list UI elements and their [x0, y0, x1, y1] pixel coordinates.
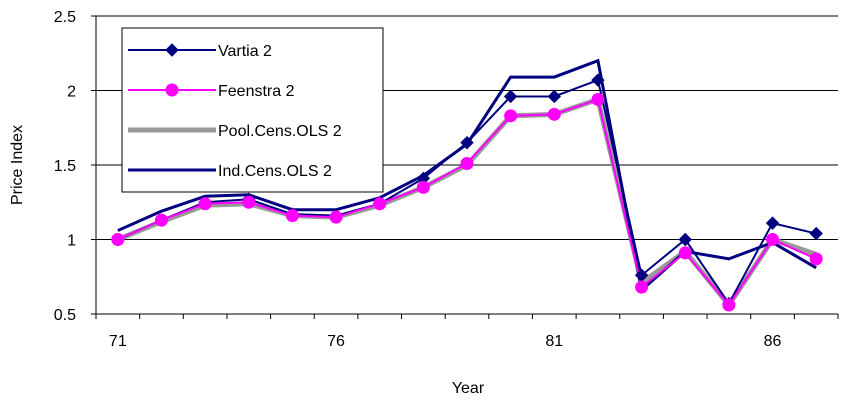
legend-label: Ind.Cens.OLS 2 — [218, 163, 332, 180]
data-point-circle — [678, 246, 692, 260]
x-tick-label: 71 — [109, 333, 127, 350]
x-axis-ticks: 71 76 81 86 — [95, 314, 839, 350]
x-axis-title: Year — [452, 380, 485, 397]
legend-box — [121, 27, 384, 193]
data-point-circle — [285, 209, 299, 223]
y-axis-ticks: 0.5 1 1.5 2 2.5 — [54, 9, 96, 324]
data-point-diamond — [460, 135, 474, 150]
legend-label: Pool.Cens.OLS 2 — [218, 123, 342, 140]
y-axis-title: Price Index — [9, 125, 26, 205]
data-point-circle — [504, 109, 518, 123]
series-markers — [111, 73, 823, 312]
data-point-circle — [329, 210, 343, 224]
data-point-circle — [635, 280, 649, 294]
data-point-circle — [766, 233, 780, 246]
data-point-circle — [165, 83, 179, 97]
legend-label: Feenstra 2 — [218, 83, 295, 100]
y-tick-label: 2.5 — [54, 9, 76, 26]
x-tick-label: 76 — [327, 333, 345, 350]
data-point-circle — [460, 157, 474, 171]
y-tick-label: 2 — [67, 84, 76, 101]
x-tick-label: 81 — [545, 333, 563, 350]
x-tick-label: 86 — [764, 333, 782, 350]
data-point-circle — [111, 233, 125, 246]
data-point-diamond — [503, 89, 518, 104]
legend: Vartia 2 Feenstra 2 Pool.Cens.OLS 2 Ind.Cen… — [121, 27, 384, 193]
data-point-circle — [722, 298, 736, 312]
data-point-circle — [809, 252, 823, 266]
data-point-circle — [547, 107, 561, 121]
data-point-diamond — [547, 89, 562, 104]
data-point-diamond — [678, 232, 692, 247]
data-point-diamond — [165, 43, 179, 57]
data-point-circle — [154, 213, 168, 227]
y-tick-label: 1 — [67, 233, 76, 250]
data-point-diamond — [765, 216, 780, 230]
data-point-circle — [198, 197, 212, 211]
data-point-circle — [416, 180, 430, 194]
data-point-diamond — [809, 226, 823, 241]
data-point-diamond — [591, 73, 605, 87]
legend-label: Vartia 2 — [218, 43, 272, 60]
y-tick-label: 1.5 — [54, 158, 76, 175]
y-tick-label: 0.5 — [54, 307, 76, 324]
data-point-circle — [591, 92, 605, 106]
data-point-circle — [242, 195, 256, 209]
data-point-circle — [373, 197, 387, 211]
